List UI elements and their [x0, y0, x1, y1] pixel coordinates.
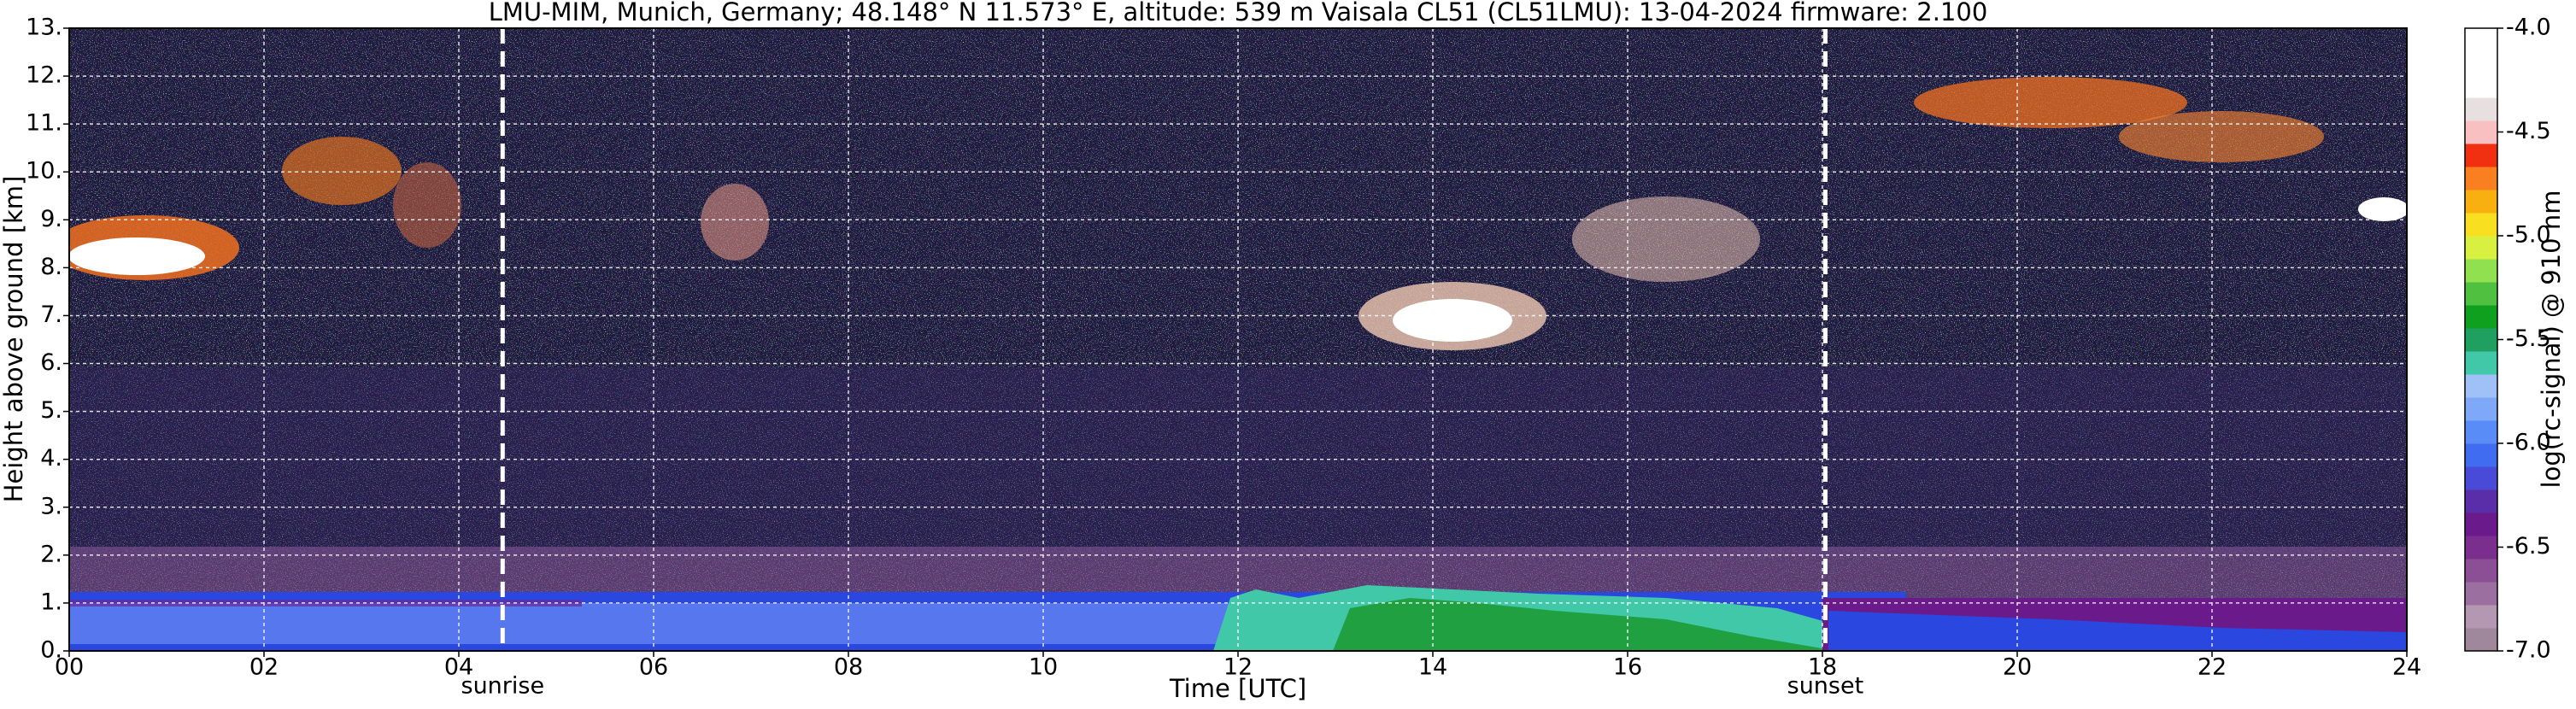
y-tick-label: 10. — [26, 158, 62, 185]
colorbar-swatch — [2465, 51, 2497, 75]
colorbar-swatch — [2465, 605, 2497, 629]
colorbar-swatch — [2465, 213, 2497, 237]
x-tick-label: 18 — [1808, 654, 1837, 681]
x-tick-label: 04 — [444, 654, 473, 681]
colorbar-swatch — [2465, 466, 2497, 490]
x-tick-label: 00 — [55, 654, 84, 681]
x-tick-label: 10 — [1029, 654, 1058, 681]
field-cloud — [1914, 77, 2187, 128]
y-tick-label: 2. — [40, 541, 62, 567]
y-tick-label: 11. — [26, 110, 62, 137]
y-tick-label: 4. — [40, 445, 62, 472]
colorbar-swatch — [2465, 190, 2497, 214]
x-tick-label: 02 — [249, 654, 279, 681]
x-tick-label: 12 — [1223, 654, 1253, 681]
colorbar-tick-label: -5.5 — [2506, 325, 2551, 352]
y-tick-label: 13. — [26, 15, 62, 41]
colorbar-label: log(rc-signal) @ 910 nm — [2537, 190, 2566, 489]
colorbar-swatch — [2465, 513, 2497, 536]
colorbar-swatch — [2465, 282, 2497, 306]
field-cloud — [2358, 197, 2407, 221]
colorbar-swatch — [2465, 351, 2497, 375]
colorbar-swatch — [2465, 328, 2497, 352]
colorbar-tick-label: -6.5 — [2506, 533, 2551, 560]
colorbar-swatch — [2465, 628, 2497, 652]
backscatter-field — [69, 28, 2407, 651]
chart-title: LMU-MIM, Munich, Germany; 48.148° N 11.5… — [489, 0, 1988, 26]
colorbar-swatch — [2465, 489, 2497, 513]
x-axis-label: Time [UTC] — [1169, 674, 1306, 703]
annotation-label: sunrise — [461, 673, 545, 700]
x-tick-label: 24 — [2392, 654, 2421, 681]
colorbar-swatch — [2465, 28, 2497, 52]
field-cloud — [393, 162, 461, 248]
y-tick-label: 7. — [40, 302, 62, 328]
y-tick-label: 5. — [40, 397, 62, 424]
annotation-label: sunset — [1787, 673, 1864, 700]
y-tick-label: 6. — [40, 349, 62, 376]
y-tick-label: 3. — [40, 493, 62, 519]
y-tick-label: 1. — [40, 589, 62, 615]
x-tick-label: 14 — [1418, 654, 1447, 681]
colorbar-tick-label: -4.0 — [2506, 15, 2551, 41]
colorbar-tick-label: -5.0 — [2506, 222, 2551, 249]
field-cloud — [1393, 299, 1512, 342]
x-tick-label: 16 — [1613, 654, 1642, 681]
field-cloud — [282, 137, 402, 205]
field-cloud — [2119, 111, 2324, 162]
colorbar-tick-label: -7.0 — [2506, 637, 2551, 664]
colorbar-swatch — [2465, 305, 2497, 329]
y-tick-label: 9. — [40, 206, 62, 232]
x-tick-label: 06 — [639, 654, 668, 681]
field-cloud — [701, 184, 769, 261]
x-tick-label: 08 — [834, 654, 863, 681]
x-tick-label: 20 — [2003, 654, 2032, 681]
colorbar-swatch — [2465, 582, 2497, 606]
y-tick-label: 12. — [26, 62, 62, 89]
colorbar-swatch — [2465, 443, 2497, 467]
colorbar-swatch — [2465, 374, 2497, 398]
colorbar-swatch — [2465, 536, 2497, 560]
colorbar-swatch — [2465, 259, 2497, 283]
x-tick-label: 22 — [2198, 654, 2227, 681]
colorbar-swatch — [2465, 144, 2497, 167]
y-tick-label: 0. — [40, 637, 62, 664]
colorbar-swatch — [2465, 97, 2497, 121]
colorbar-swatch — [2465, 420, 2497, 444]
field-boundary-layer — [1333, 598, 1837, 651]
field-boundary-layer — [69, 603, 1282, 644]
colorbar-swatch — [2465, 167, 2497, 190]
y-tick-label: 8. — [40, 254, 62, 280]
plot-frame — [68, 27, 2408, 652]
colorbar-swatch — [2465, 559, 2497, 583]
colorbar-swatch — [2465, 236, 2497, 260]
colorbar-swatch — [2465, 120, 2497, 144]
colorbar-swatch — [2465, 74, 2497, 98]
y-axis-label: Height above ground [km] — [0, 176, 28, 503]
field-cloud — [1572, 196, 1760, 282]
colorbar-swatch — [2465, 397, 2497, 421]
field-boundary-layer — [1828, 611, 2407, 651]
colorbar-tick-label: -4.5 — [2506, 118, 2551, 144]
field-cloud — [69, 237, 205, 275]
colorbar-tick-label: -6.0 — [2506, 430, 2551, 456]
